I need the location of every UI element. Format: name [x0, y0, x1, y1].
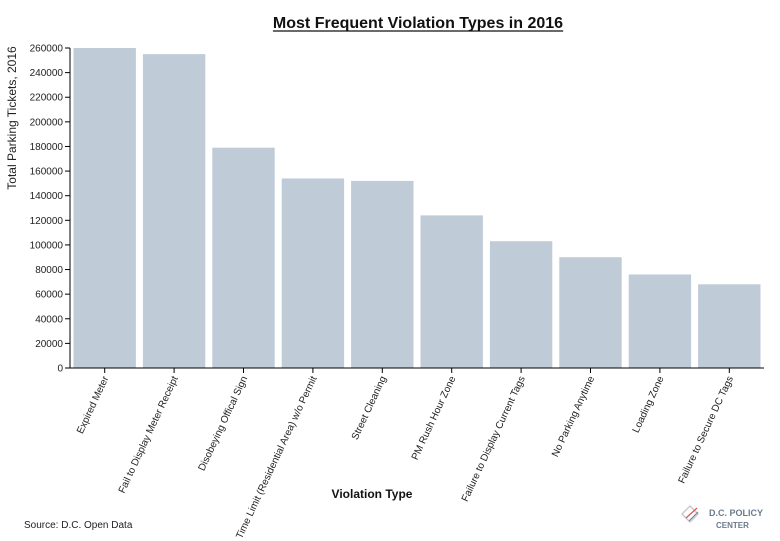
y-tick-label: 220000: [30, 93, 64, 104]
bar: [559, 257, 622, 368]
x-tick-label: Time Limit (Residential Area) w/o Permit: [234, 374, 319, 540]
y-tick-label: 60000: [35, 290, 63, 301]
logo-line1: D.C. POLICY: [709, 508, 763, 518]
y-tick-label: 0: [57, 364, 63, 375]
x-tick-label: PM Rush Hour Zone: [410, 374, 459, 462]
bar: [420, 215, 483, 368]
bar: [628, 274, 692, 368]
bars: [73, 48, 761, 369]
y-tick-label: 120000: [30, 216, 64, 227]
chart-title: Most Frequent Violation Types in 2016: [273, 15, 563, 32]
y-tick-label: 140000: [30, 191, 64, 202]
y-tick-label: 40000: [35, 314, 63, 325]
x-tick-label: Failure to Secure DC Tags: [677, 375, 736, 486]
bar: [281, 178, 345, 368]
y-tick-label: 160000: [30, 167, 64, 178]
bar: [212, 147, 275, 368]
y-tick-label: 260000: [30, 44, 64, 55]
y-tick-label: 180000: [30, 142, 64, 153]
bar: [351, 180, 414, 368]
bar: [698, 284, 761, 368]
x-tick-label: Expired Meter: [75, 374, 112, 436]
x-tick-label: Fail to Display Meter Receipt: [117, 374, 181, 495]
x-tick-label: Failure to Display Current Tags: [460, 375, 528, 504]
logo-line2: CENTER: [716, 521, 749, 530]
x-tick-label: No Parking Anytime: [550, 374, 597, 459]
y-tick-label: 200000: [30, 117, 64, 128]
y-tick-label: 80000: [35, 265, 63, 276]
dc-policy-center-logo: D.C. POLICY CENTER: [680, 504, 763, 530]
y-axis-title: Total Parking Tickets, 2016: [5, 46, 19, 190]
x-tick-label: Disobeying Offical Sign: [197, 375, 251, 473]
x-axis: Expired Meter Fail to Display Meter Recei…: [70, 367, 764, 541]
y-axis: 0 20000 40000 60000 80000 100000 120000 140000 1…: [30, 44, 71, 375]
x-tick-label: Loading Zone: [631, 374, 667, 434]
source-note: Source: D.C. Open Data: [24, 520, 133, 531]
y-tick-label: 240000: [30, 68, 64, 79]
bar: [489, 241, 553, 368]
bar: [73, 48, 136, 368]
x-axis-title: Violation Type: [332, 487, 413, 501]
y-tick-label: 100000: [30, 240, 64, 251]
bar: [142, 54, 206, 369]
x-tick-label: Street Cleaning: [350, 375, 389, 442]
y-tick-label: 20000: [35, 339, 63, 350]
dc-map-icon: [680, 504, 700, 524]
